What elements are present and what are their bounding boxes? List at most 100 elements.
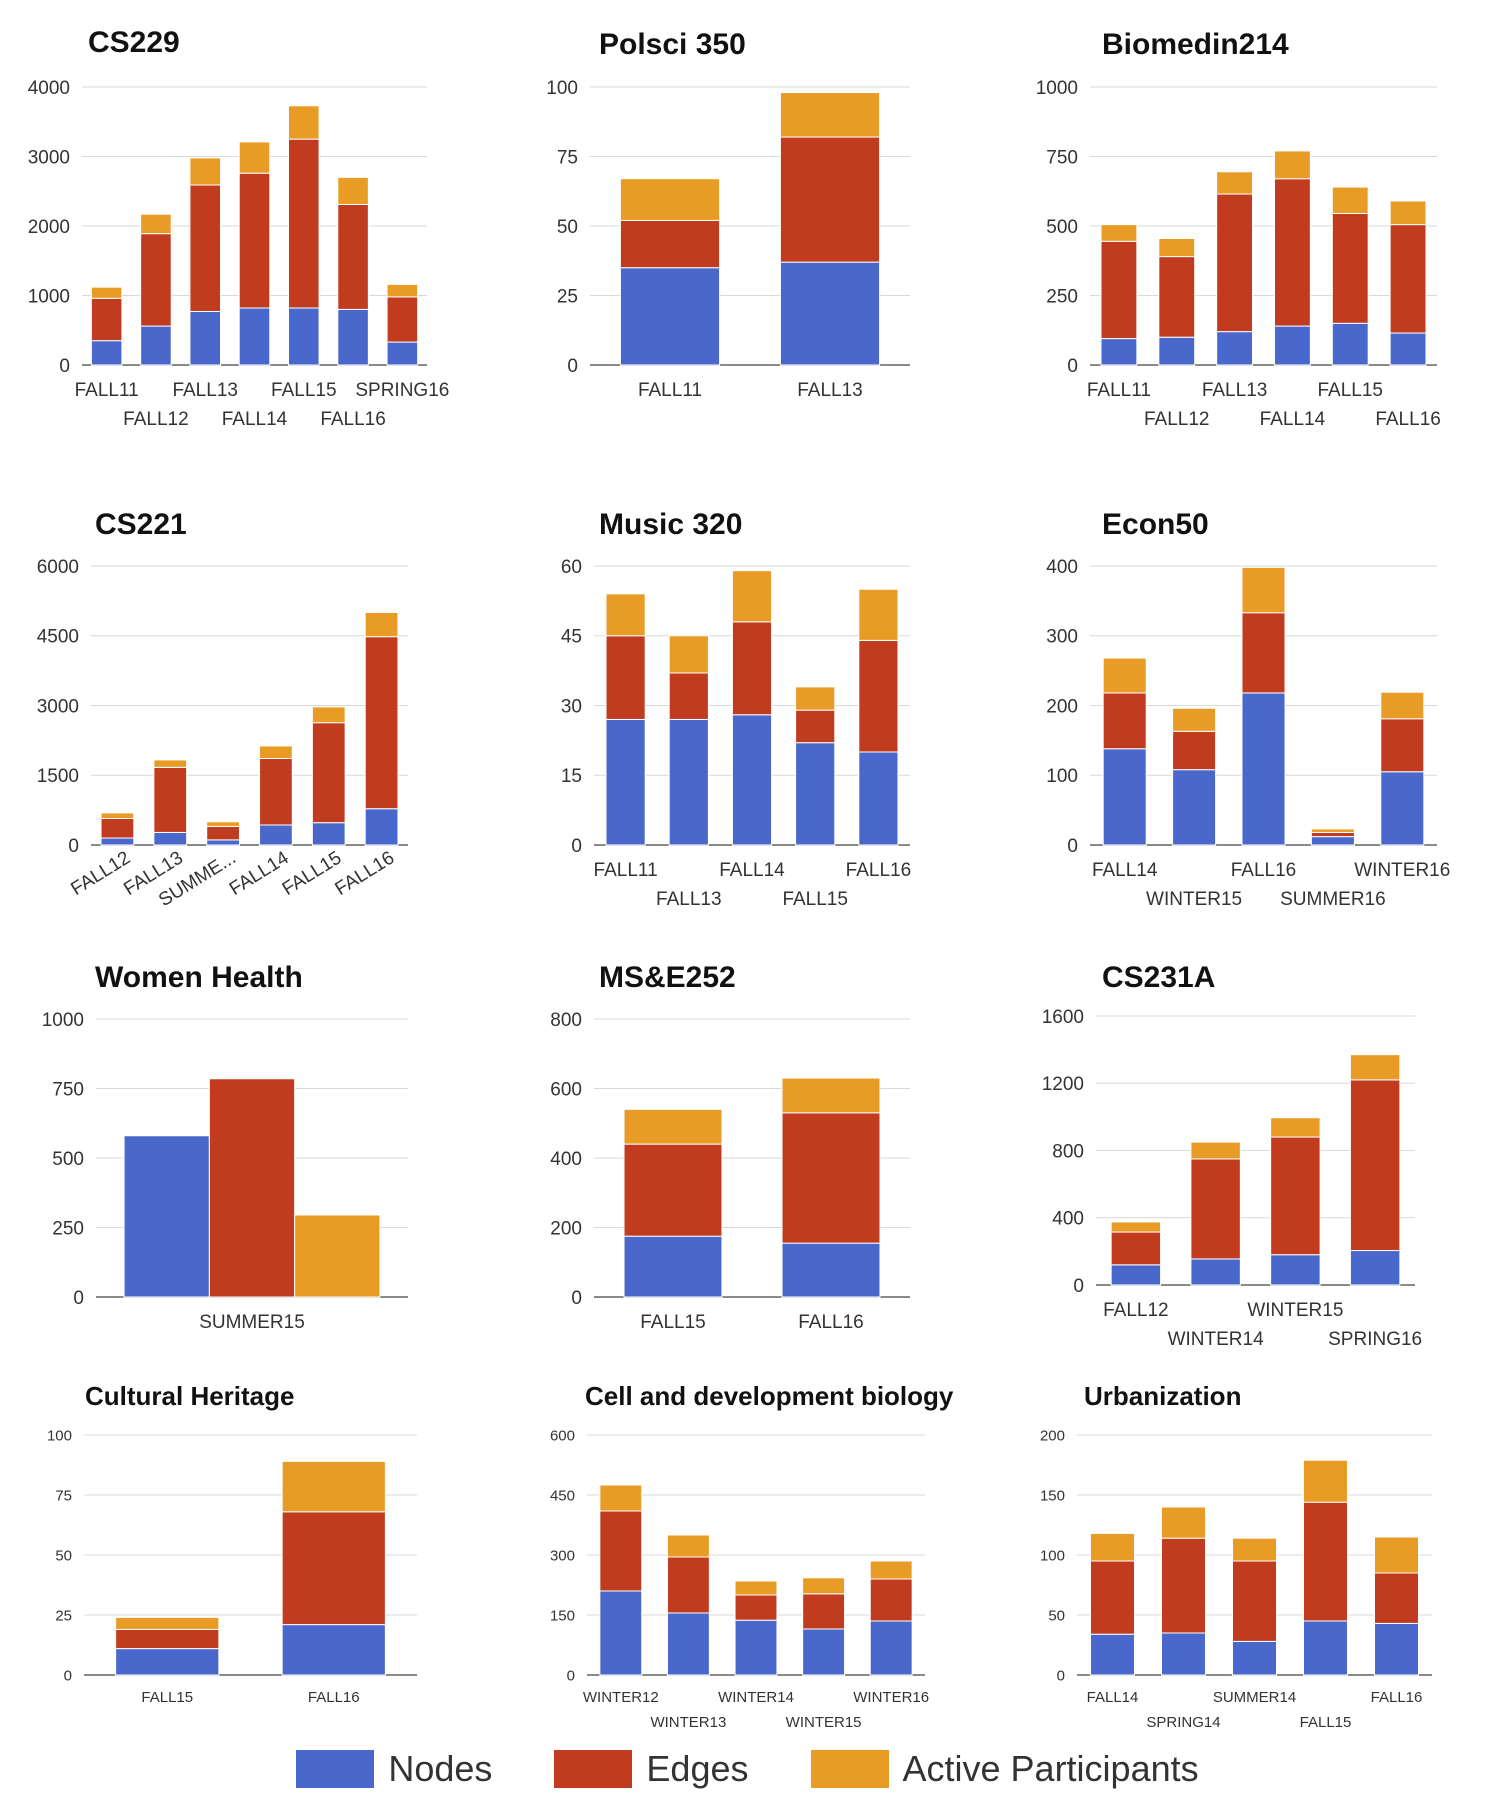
bar-edges [795, 709, 836, 744]
legend-label-active-participants: Active Participants [902, 1748, 1199, 1789]
x-tick-label: FALL16 [1231, 860, 1297, 881]
bar-nodes [795, 742, 836, 846]
bar-edges [869, 1578, 913, 1622]
x-tick-label: FALL12 [123, 409, 189, 430]
y-tick-label: 400 [1052, 1209, 1084, 1230]
chart-music-320: Music 320 0 15 30 45 60 FALL11 FALL13 FALL14 FALL… [561, 508, 911, 910]
y-tick-label: 400 [550, 1149, 582, 1170]
chart-biomedin214: Biomedin214 0 250 500 750 1000 FALL11 FALL12 FAL… [1036, 28, 1441, 430]
bar-edges [208, 1078, 296, 1298]
bar-edges [1310, 831, 1355, 838]
bar-active-participants [1216, 171, 1254, 195]
bar-active-participants [238, 141, 271, 174]
bar-nodes [1172, 769, 1217, 846]
y-tick-label: 0 [567, 356, 578, 377]
chart-urbanization: Urbanization 0 50 100 150 200 FALL14 SPRING14 SU… [1040, 1381, 1432, 1731]
y-tick-label: 60 [561, 557, 582, 578]
bar-active-participants [795, 686, 836, 711]
x-tick-label: FALL14 [1092, 860, 1158, 881]
legend-label-edges: Edges [646, 1748, 749, 1789]
y-tick-label: 150 [1040, 1487, 1065, 1504]
x-tick-label: FALL14 [222, 409, 288, 430]
bar-nodes [281, 1624, 386, 1676]
bar-active-participants [869, 1560, 913, 1580]
chart-women-health: Women Health 0 250 500 750 1000 SUMMER15 [42, 961, 408, 1333]
bar-active-participants [668, 635, 709, 674]
bar-edges [90, 297, 123, 342]
x-tick-label: FALL11 [1087, 380, 1151, 401]
bar-edges [1172, 730, 1217, 771]
bar-edges [779, 136, 881, 263]
bar-active-participants [1241, 566, 1286, 614]
bar-active-participants [605, 593, 646, 637]
bar-nodes [605, 718, 646, 846]
y-tick-label: 600 [550, 1079, 582, 1100]
x-tick-label: WINTER15 [1146, 889, 1242, 910]
chart-polsci-350: Polsci 350 0 25 50 75 100 FALL11 FALL13 [546, 28, 910, 401]
bar-edges [1100, 240, 1138, 340]
bar-active-participants [140, 213, 172, 235]
bar-nodes [1102, 748, 1147, 846]
chart-econ50: Econ50 0 100 200 300 400 FALL14 WINTER15 FALL16 S… [1046, 508, 1450, 910]
chart-title: Music 320 [599, 508, 742, 541]
bar-nodes [779, 261, 881, 366]
bar-edges [281, 1511, 386, 1626]
bar-active-participants [802, 1577, 846, 1595]
bar-edges [666, 1556, 710, 1614]
x-tick-label: FALL15 [1318, 380, 1384, 401]
bar-active-participants [1110, 1221, 1162, 1233]
bar-nodes [599, 1590, 643, 1676]
bar-edges [802, 1593, 846, 1630]
bar-edges [1089, 1560, 1136, 1635]
y-tick-label: 200 [550, 1218, 582, 1239]
bar-active-participants [1373, 1536, 1420, 1574]
bar-edges [781, 1112, 881, 1244]
y-tick-label: 50 [1048, 1607, 1065, 1624]
y-tick-label: 800 [1052, 1141, 1084, 1162]
x-tick-label: SUMMER14 [1213, 1689, 1296, 1706]
bar-edges [1389, 224, 1427, 334]
x-tick-label: FALL16 [846, 860, 912, 881]
x-tick-label: SPRING14 [1146, 1714, 1220, 1731]
legend-swatch-edges [554, 1750, 633, 1788]
bar-edges [1216, 193, 1254, 333]
bar-active-participants [599, 1484, 643, 1512]
bar-edges [668, 672, 709, 720]
y-tick-label: 1000 [28, 286, 70, 307]
y-tick-label: 100 [1040, 1547, 1065, 1564]
bar-edges [364, 636, 399, 810]
bar-nodes [858, 751, 899, 846]
bar-active-participants [337, 176, 369, 205]
chart-title: CS231A [1102, 961, 1215, 994]
bar-edges [605, 635, 646, 720]
bar-edges [386, 296, 419, 343]
y-tick-label: 0 [1067, 836, 1078, 857]
y-tick-label: 250 [1046, 286, 1078, 307]
legend-item-edges: Edges [554, 1748, 749, 1790]
legend-item-active-participants: Active Participants [810, 1748, 1199, 1790]
bar-active-participants [734, 1580, 778, 1596]
x-tick-label: FALL15 [1300, 1714, 1352, 1731]
y-tick-label: 150 [550, 1607, 575, 1624]
y-tick-label: 300 [1046, 627, 1078, 648]
bar-nodes [288, 307, 320, 366]
bar-nodes [1089, 1633, 1136, 1676]
y-tick-label: 50 [55, 1547, 72, 1564]
bar-edges [337, 203, 369, 310]
bar-nodes [115, 1648, 220, 1676]
chart-title: Cell and development biology [585, 1381, 954, 1411]
bar-nodes [802, 1628, 846, 1676]
x-tick-label: FALL15 [640, 1312, 706, 1333]
bar-nodes [90, 340, 123, 366]
bar-nodes [668, 718, 709, 846]
bar-nodes [619, 267, 721, 366]
bar-nodes [1380, 771, 1425, 846]
bar-edges [1273, 178, 1311, 327]
bar-active-participants [288, 105, 320, 140]
bar-nodes [1349, 1250, 1401, 1286]
x-tick-label: SPRING16 [355, 380, 449, 401]
y-tick-label: 3000 [37, 696, 79, 717]
bar-nodes [153, 831, 188, 846]
bar-nodes [140, 325, 172, 366]
x-tick-label: WINTER14 [1168, 1329, 1265, 1350]
